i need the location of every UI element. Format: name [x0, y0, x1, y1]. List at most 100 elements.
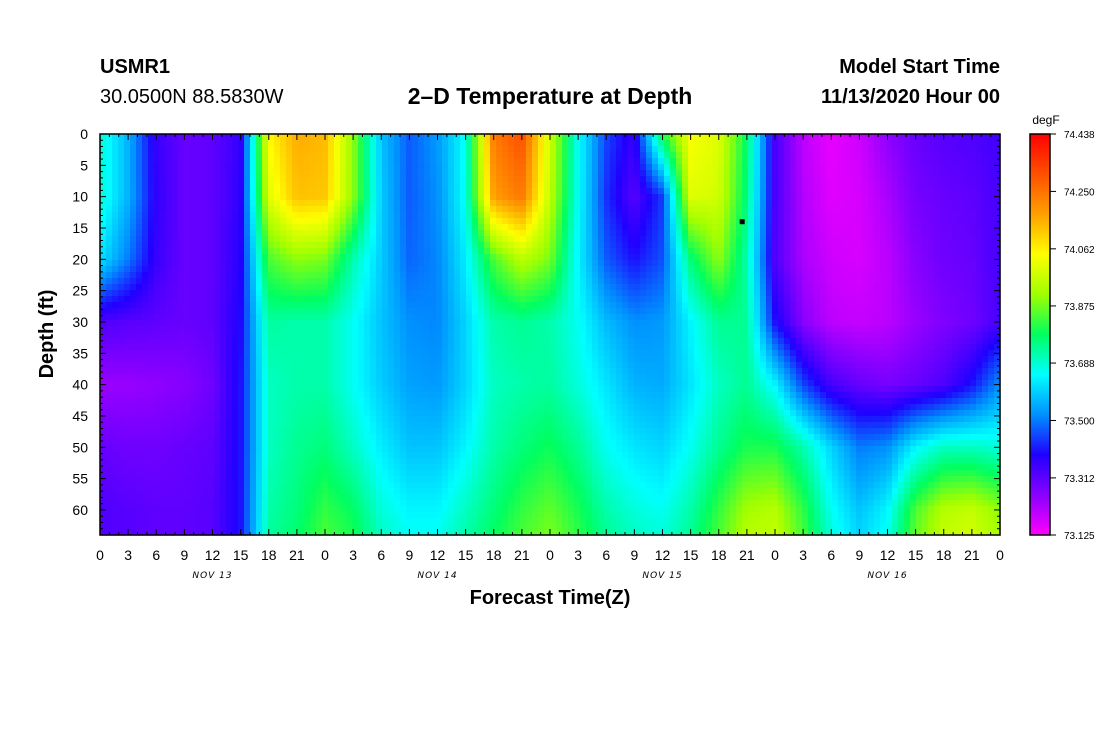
heatmap-cell	[598, 188, 605, 195]
heatmap-cell	[766, 284, 773, 291]
heatmap-cell	[808, 224, 815, 231]
heatmap-cell	[820, 224, 827, 231]
heatmap-cell	[172, 332, 179, 339]
heatmap-cell	[460, 230, 467, 237]
heatmap-cell	[160, 242, 167, 249]
heatmap-cell	[814, 158, 821, 165]
heatmap-cell	[340, 320, 347, 327]
heatmap-cell	[550, 134, 557, 141]
heatmap-cell	[412, 248, 419, 255]
heatmap-cell	[382, 320, 389, 327]
heatmap-cell	[214, 272, 221, 279]
heatmap-cell	[466, 212, 473, 219]
heatmap-cell	[550, 284, 557, 291]
heatmap-cell	[226, 314, 233, 321]
heatmap-cell	[868, 182, 875, 189]
heatmap-cell	[214, 332, 221, 339]
heatmap-cell	[472, 230, 479, 237]
heatmap-cell	[472, 188, 479, 195]
heatmap-cell	[808, 242, 815, 249]
heatmap-cell	[664, 206, 671, 213]
heatmap-cell	[436, 218, 443, 225]
heatmap-cell	[226, 302, 233, 309]
heatmap-cell	[148, 176, 155, 183]
heatmap-cell	[808, 254, 815, 261]
heatmap-cell	[370, 224, 377, 231]
heatmap-cell	[514, 224, 521, 231]
heatmap-cell	[460, 320, 467, 327]
heatmap-cell	[130, 140, 137, 147]
heatmap-cell	[856, 254, 863, 261]
heatmap-cell	[334, 326, 341, 333]
heatmap-cell	[310, 266, 317, 273]
heatmap-cell	[220, 224, 227, 231]
heatmap-cell	[790, 224, 797, 231]
heatmap-cell	[592, 146, 599, 153]
heatmap-cell	[832, 218, 839, 225]
heatmap-cell	[898, 230, 905, 237]
heatmap-cell	[304, 146, 311, 153]
heatmap-cell	[676, 188, 683, 195]
heatmap-cell	[430, 218, 437, 225]
heatmap-cell	[340, 224, 347, 231]
heatmap-cell	[682, 182, 689, 189]
heatmap-cell	[676, 224, 683, 231]
heatmap-cell	[490, 254, 497, 261]
heatmap-cell	[886, 302, 893, 309]
heatmap-cell	[466, 314, 473, 321]
heatmap-cell	[868, 158, 875, 165]
heatmap-cell	[712, 248, 719, 255]
heatmap-cell	[796, 290, 803, 297]
heatmap-cell	[718, 314, 725, 321]
heatmap-cell	[826, 140, 833, 147]
heatmap-cell	[976, 176, 983, 183]
heatmap-cell	[700, 224, 707, 231]
heatmap-cell	[520, 134, 527, 141]
heatmap-cell	[964, 188, 971, 195]
heatmap-cell	[646, 224, 653, 231]
heatmap-cell	[736, 188, 743, 195]
heatmap-cell	[784, 284, 791, 291]
heatmap-cell	[160, 254, 167, 261]
heatmap-cell	[976, 170, 983, 177]
heatmap-cell	[118, 176, 125, 183]
heatmap-cell	[484, 272, 491, 279]
heatmap-cell	[196, 302, 203, 309]
heatmap-cell	[628, 260, 635, 267]
heatmap-cell	[700, 188, 707, 195]
heatmap-cell	[778, 224, 785, 231]
heatmap-cell	[454, 290, 461, 297]
heatmap-cell	[934, 194, 941, 201]
heatmap-cell	[748, 164, 755, 171]
heatmap-cell	[328, 206, 335, 213]
heatmap-cell	[832, 212, 839, 219]
heatmap-cell	[784, 200, 791, 207]
heatmap-cell	[670, 152, 677, 159]
heatmap-cell	[400, 176, 407, 183]
heatmap-cell	[904, 176, 911, 183]
heatmap-cell	[496, 278, 503, 285]
heatmap-cell	[568, 320, 575, 327]
heatmap-cell	[430, 200, 437, 207]
heatmap-cell	[244, 332, 251, 339]
heatmap-cell	[316, 284, 323, 291]
heatmap-cell	[754, 146, 761, 153]
heatmap-cell	[244, 140, 251, 147]
heatmap-cell	[160, 260, 167, 267]
heatmap-cell	[340, 218, 347, 225]
heatmap-cell	[448, 320, 455, 327]
heatmap-cell	[922, 302, 929, 309]
heatmap-cell	[826, 152, 833, 159]
heatmap-cell	[112, 254, 119, 261]
heatmap-cell	[874, 314, 881, 321]
heatmap-cell	[436, 314, 443, 321]
heatmap-cell	[862, 260, 869, 267]
heatmap-cell	[256, 152, 263, 159]
heatmap-cell	[508, 200, 515, 207]
heatmap-cell	[100, 140, 107, 147]
heatmap-cell	[184, 260, 191, 267]
heatmap-cell	[988, 188, 995, 195]
heatmap-cell	[214, 176, 221, 183]
heatmap-cell	[244, 194, 251, 201]
heatmap-cell	[814, 218, 821, 225]
